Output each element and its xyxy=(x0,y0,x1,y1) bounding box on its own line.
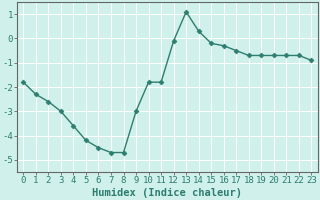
X-axis label: Humidex (Indice chaleur): Humidex (Indice chaleur) xyxy=(92,188,242,198)
